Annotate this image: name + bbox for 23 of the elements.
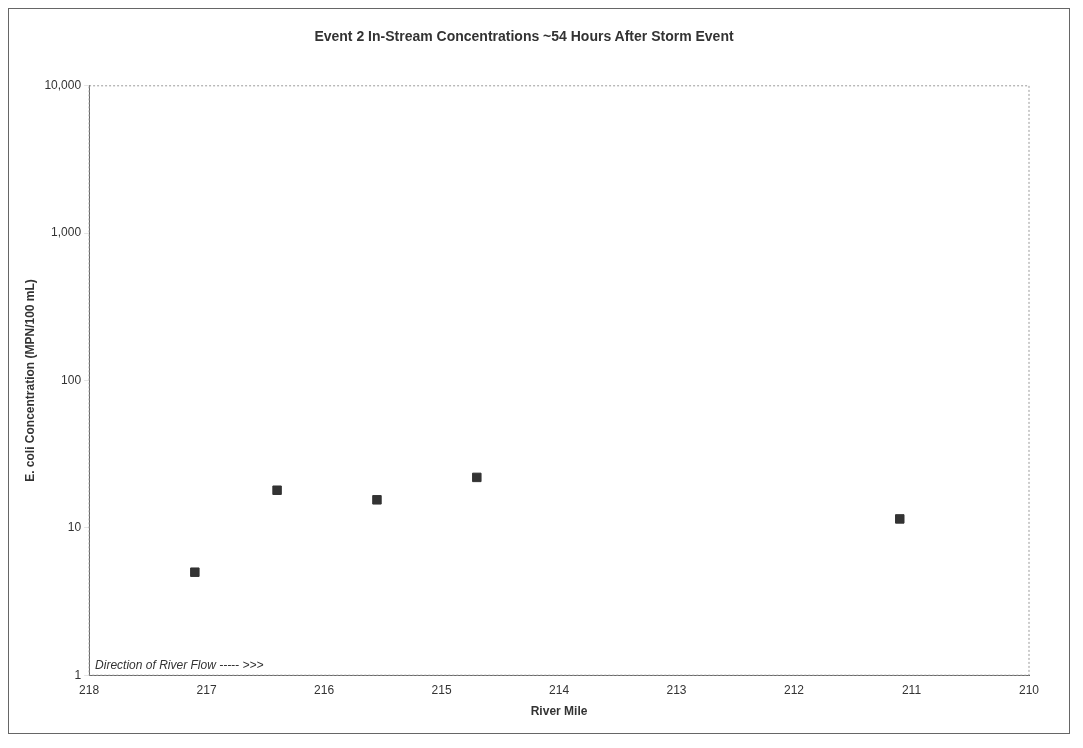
x-tick-label: 217 [196,682,217,697]
y-tick-label: 100 [61,372,82,387]
point [190,567,200,577]
chart-title: Event 2 In-Stream Concentrations ~54 Hours After Storm Event [314,28,734,45]
x-axis-title: River Mile [530,704,588,719]
point [272,485,282,495]
x-tick-label: 214 [549,682,570,697]
point [372,495,382,505]
x-tick-label: 216 [314,682,335,697]
point [472,472,482,483]
y-axis-title: E. coli Concentration (MPN/100 mL) [22,279,37,482]
point [895,514,905,524]
y-tick-label: 1 [74,667,82,682]
x-tick-label: 218 [79,682,100,697]
y-tick-label: 10 [67,520,82,535]
y-tick-label: 1,000 [51,225,82,240]
x-tick-label: 215 [431,682,452,697]
x-tick-label: 210 [1018,682,1040,697]
x-tick-label: 211 [901,682,922,697]
annotation: Direction of River Flow ----- >>> [95,657,264,672]
y-tick-label: 10,000 [44,78,82,93]
x-tick-label: 212 [784,682,805,697]
x-tick-label: 213 [666,682,687,697]
